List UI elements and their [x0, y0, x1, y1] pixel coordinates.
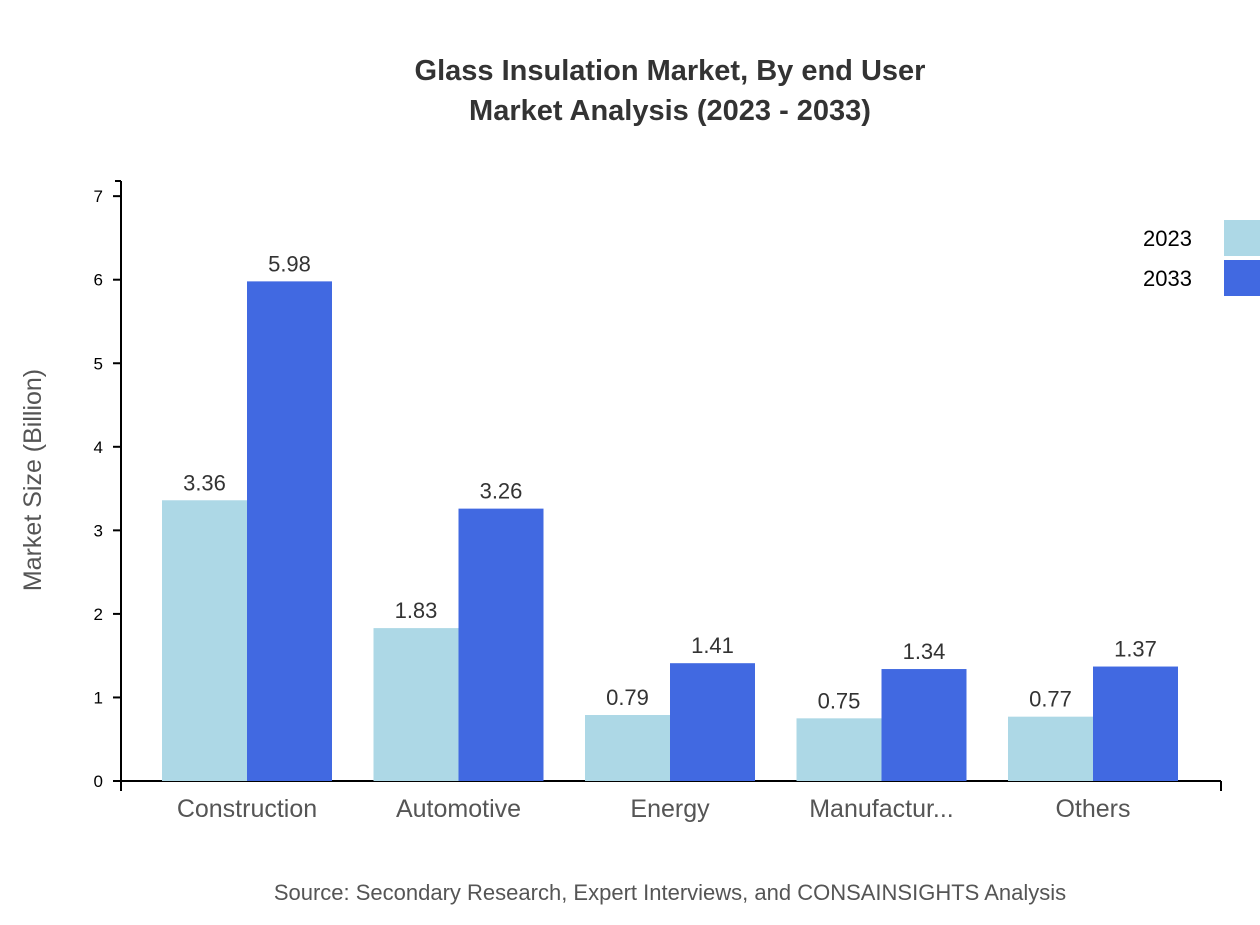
- bar-2023: [162, 500, 247, 781]
- bar-2023: [1008, 716, 1093, 781]
- chart-subtitle: Market Analysis (2023 - 2033): [469, 95, 871, 127]
- data-label: 1.41: [691, 633, 734, 658]
- data-label: 1.37: [1114, 637, 1157, 662]
- x-tick-label: Others: [1055, 795, 1130, 823]
- bar-2033: [670, 663, 755, 781]
- legend-label: 2033: [1143, 266, 1192, 291]
- source-note: Source: Secondary Research, Expert Inter…: [274, 880, 1066, 905]
- data-label: 1.34: [903, 639, 946, 664]
- chart-title: Glass Insulation Market, By end User: [415, 55, 926, 87]
- y-tick-label: 2: [94, 605, 103, 624]
- bar-2023: [373, 628, 459, 781]
- bar-2033: [458, 508, 544, 781]
- bar-2023: [796, 718, 882, 781]
- y-tick-label: 7: [94, 187, 103, 206]
- data-label: 3.26: [480, 479, 523, 504]
- bar-2033: [881, 669, 967, 781]
- legend-swatch-2023: [1224, 220, 1260, 256]
- bar-2033: [247, 281, 332, 781]
- legend-swatch-2033: [1224, 260, 1260, 296]
- data-label: 0.79: [606, 685, 649, 710]
- y-tick-label: 5: [94, 354, 103, 373]
- bar-2033: [1093, 666, 1178, 781]
- data-label: 3.36: [183, 470, 226, 495]
- data-label: 0.77: [1029, 687, 1072, 712]
- x-tick-label: Construction: [177, 795, 317, 823]
- x-tick-label: Manufactur...: [809, 795, 954, 823]
- y-tick-label: 3: [94, 521, 103, 540]
- data-label: 0.75: [818, 688, 861, 713]
- y-tick-label: 4: [94, 438, 103, 457]
- legend-label: 2023: [1143, 226, 1192, 251]
- data-label: 1.83: [395, 598, 438, 623]
- y-tick-label: 0: [94, 772, 103, 791]
- y-tick-label: 6: [94, 271, 103, 290]
- y-tick-label: 1: [94, 688, 103, 707]
- bar-2023: [585, 714, 670, 781]
- x-tick-label: Energy: [630, 795, 710, 823]
- data-label: 5.98: [268, 251, 311, 276]
- y-axis-label: Market Size (Billion): [19, 369, 47, 591]
- x-tick-label: Automotive: [396, 795, 521, 823]
